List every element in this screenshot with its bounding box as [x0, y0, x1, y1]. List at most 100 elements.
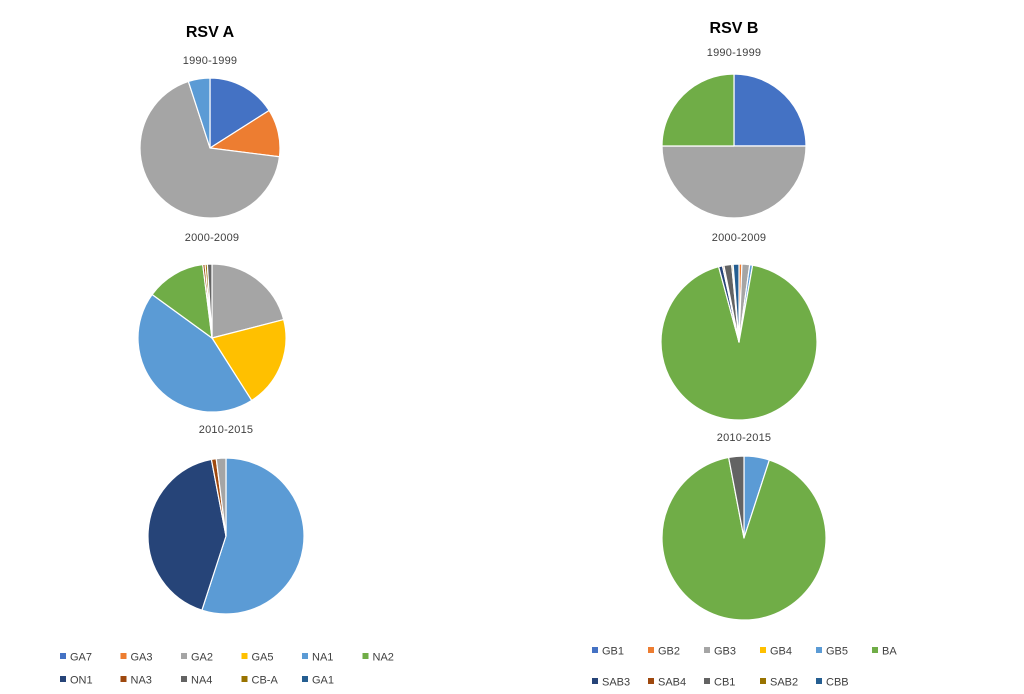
pie-title: 2010-2015 — [199, 424, 253, 436]
legend-label: GA3 — [131, 652, 153, 664]
legend-rsv-b: GB1 GB2 GB3 GB4 GB5 BA SAB3 SAB4 CB1 SAB2 CBB — [592, 646, 897, 689]
legend-swatch — [302, 653, 308, 659]
legend-swatch — [60, 676, 66, 682]
pie-slice-ga5 — [211, 319, 287, 402]
legend-label: SAB4 — [658, 677, 686, 689]
legend-item-gb2: GB2 — [648, 646, 680, 658]
pie-slice-na1 — [201, 457, 305, 615]
legend-label: GA2 — [191, 652, 213, 664]
pie-title: 2000-2009 — [712, 232, 766, 244]
legend-item-ga5: GA5 — [241, 652, 274, 664]
legend-item-sab3: SAB3 — [592, 677, 630, 689]
legend-swatch — [241, 653, 248, 659]
pie-slice-ga7 — [209, 77, 270, 149]
legend-item-gb4: GB4 — [760, 646, 792, 658]
legend-label: GB1 — [602, 646, 624, 658]
legend-label: CB1 — [714, 677, 735, 689]
legend-swatch — [648, 678, 654, 684]
pie-slice-on1 — [147, 458, 227, 611]
legend-swatch — [648, 647, 654, 653]
legend-label: GA7 — [70, 652, 92, 664]
pie-slice-ga2 — [215, 457, 227, 537]
legend-item-ba: BA — [872, 646, 897, 658]
legend-item-na4: NA4 — [181, 675, 212, 687]
legend-item-cb1: CB1 — [704, 677, 735, 689]
legend-label: NA2 — [373, 652, 394, 664]
legend-swatch — [241, 676, 248, 682]
legend-label: GB5 — [826, 646, 848, 658]
pie-slice-ga2 — [211, 263, 285, 339]
group-title-rsv-a: RSV A — [186, 24, 235, 41]
legend-swatch — [760, 678, 766, 684]
legend-item-gb3: GB3 — [704, 646, 736, 658]
legend-swatch — [816, 678, 822, 684]
legend-item-gb1: GB1 — [592, 646, 624, 658]
legend-label: GB3 — [714, 646, 736, 658]
pie-slice-ga2 — [139, 80, 281, 219]
legend-label: GB2 — [658, 646, 680, 658]
legend-label: BA — [882, 646, 897, 658]
pie-slice-cbb — [732, 263, 740, 343]
pie-slice-na1 — [187, 77, 211, 149]
legend-item-sab2: SAB2 — [760, 677, 798, 689]
pie-rsv-a-1990-1999: 1990-1999 — [139, 55, 281, 219]
legend-swatch — [704, 647, 710, 653]
legend-label: NA1 — [312, 652, 333, 664]
legend-swatch — [60, 653, 66, 659]
legend-label: GA5 — [252, 652, 274, 664]
legend-swatch — [362, 653, 369, 659]
pie-title: 1990-1999 — [707, 47, 761, 59]
legend-swatch — [181, 676, 187, 682]
legend-swatch — [181, 653, 187, 659]
group-title-rsv-b: RSV B — [710, 20, 759, 37]
pie-rsv-b-2010-2015: 2010-2015 — [661, 432, 827, 621]
legend-swatch — [120, 653, 127, 659]
pie-slice-na1 — [137, 293, 253, 413]
pie-slice-ba — [661, 456, 827, 621]
legend-item-na3: NA3 — [120, 675, 152, 687]
legend-label: NA3 — [131, 675, 152, 687]
pie-slice-cb1 — [728, 455, 745, 539]
legend-label: SAB2 — [770, 677, 798, 689]
legend-swatch — [872, 647, 878, 653]
pie-slice-gb3 — [661, 145, 807, 219]
legend-item-ga3: GA3 — [120, 652, 153, 664]
legend-label: ON1 — [70, 675, 93, 687]
pie-title: 2000-2009 — [185, 232, 239, 244]
pie-slice-gb1 — [733, 73, 807, 147]
legend-swatch — [592, 647, 598, 653]
legend-label: GB4 — [770, 646, 792, 658]
legend-item-sab4: SAB4 — [648, 677, 686, 689]
pie-title: 1990-1999 — [183, 55, 237, 67]
pie-charts: 1990-1999 2000-2009 2010-2015 1990-1999 2000… — [137, 47, 827, 621]
legend-swatch — [592, 678, 598, 684]
pie-rsv-b-1990-1999: 1990-1999 — [661, 47, 807, 219]
legend-item-na2: NA2 — [362, 652, 394, 664]
pie-rsv-a-2010-2015: 2010-2015 — [147, 424, 305, 615]
pie-slice-ba — [661, 73, 735, 147]
legend-label: NA4 — [191, 675, 212, 687]
legend-swatch — [302, 676, 308, 682]
pie-slice-na2 — [151, 263, 213, 339]
legend-swatch — [704, 678, 710, 684]
legend-label: GA1 — [312, 675, 334, 687]
pie-rsv-b-2000-2009: 2000-2009 — [660, 232, 818, 421]
legend-rsv-a: GA7 GA3 GA2 GA5 NA1 NA2 ON1 NA3 NA4 CB-A GA1 — [60, 652, 394, 687]
legend-swatch — [760, 647, 766, 653]
legend-label: CBB — [826, 677, 849, 689]
legend-item-cb-a: CB-A — [241, 675, 279, 687]
legend-item-na1: NA1 — [302, 652, 333, 664]
legend-item-on1: ON1 — [60, 675, 93, 687]
legend-swatch — [120, 676, 127, 682]
legend-swatch — [816, 647, 822, 653]
legend-item-ga7: GA7 — [60, 652, 92, 664]
pie-rsv-a-2000-2009: 2000-2009 — [137, 232, 287, 413]
legend-item-ga1: GA1 — [302, 675, 334, 687]
legend-label: CB-A — [252, 675, 279, 687]
legend-item-cbb: CBB — [816, 677, 849, 689]
pie-title: 2010-2015 — [717, 432, 771, 444]
legend-item-gb5: GB5 — [816, 646, 848, 658]
legend-label: SAB3 — [602, 677, 630, 689]
pie-slice-na4 — [206, 263, 213, 339]
